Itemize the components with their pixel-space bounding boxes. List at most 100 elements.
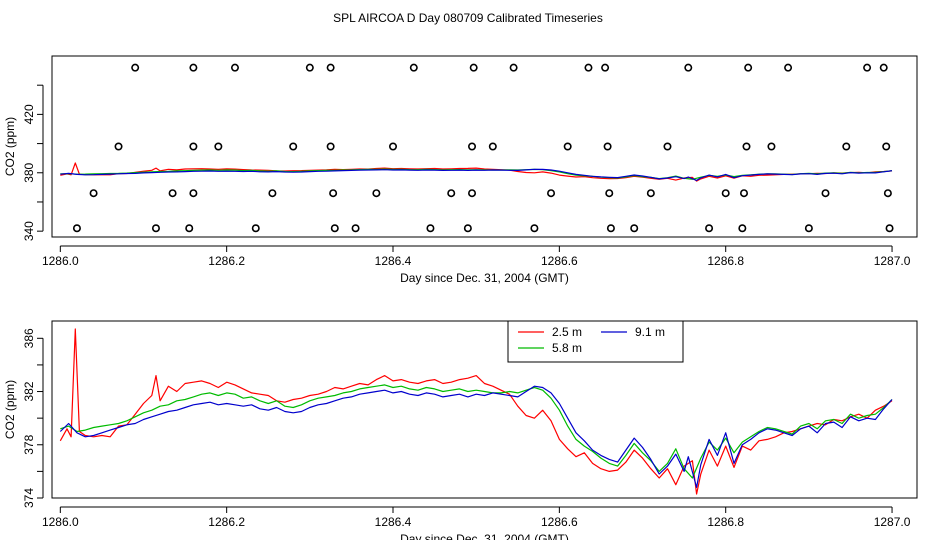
x-tick-label: 1287.0 [874,515,911,529]
calibration-point [784,63,793,72]
x-tick-label: 1286.6 [541,515,578,529]
calibration-point [584,63,593,72]
calibration-point [131,63,140,72]
y-tick-label: 382 [22,381,36,401]
calibration-point [463,224,472,233]
calibration-point [509,63,518,72]
calibration-point [739,189,748,198]
calibration-point [351,224,360,233]
series-line-2-5-m [59,328,893,495]
calibration-point [742,142,751,151]
calibration-point [705,224,714,233]
x-tick-label: 1286.2 [208,515,245,529]
calibration-point [885,224,894,233]
y-tick-label: 374 [22,488,36,508]
calibration-point [214,142,223,151]
x-tick-label: 1286.4 [375,515,412,529]
calibration-point [329,189,338,198]
x-tick-label: 1286.4 [375,254,412,268]
legend-label: 2.5 m [552,325,582,339]
y-tick-label: 420 [22,104,36,124]
calibration-point [883,189,892,198]
calibration-point [606,224,615,233]
x-tick-label: 1286.0 [42,515,79,529]
calibration-point [842,142,851,151]
panel-bottom-timeseries: 1286.0 1286.2 1286.4 1286.6 1286.8 1287.0 Day … [3,320,918,540]
series-line-5-8-m [60,384,893,479]
plot-frame [51,55,918,238]
calibration-point [447,189,456,198]
calibration-point [530,224,539,233]
calibration-point [605,189,614,198]
calibration-point [630,224,639,233]
calibration-point [326,63,335,72]
calibration-point [879,63,888,72]
calibration-point [863,63,872,72]
calibration-point [89,189,98,198]
data-area [60,162,893,182]
calibration-point [168,189,177,198]
panel-top-calibration: 1286.0 1286.2 1286.4 1286.6 1286.8 1287.0 Day … [3,55,918,285]
calibration-point [409,63,418,72]
calibration-point [305,63,314,72]
calibration-point [547,189,556,198]
calibration-point [330,224,339,233]
calibration-point [289,142,298,151]
calibration-point [767,142,776,151]
calibration-point [189,63,198,72]
y-axis-label: CO2 (ppm) [3,380,17,439]
calibration-point [185,224,194,233]
calibration-point [488,142,497,151]
calibration-point [326,142,335,151]
x-tick-label: 1286.0 [42,254,79,268]
calibration-point [603,142,612,151]
x-tick-label: 1287.0 [874,254,911,268]
x-axis-label: Day since Dec. 31, 2004 (GMT) [400,271,569,285]
calibration-point [251,224,260,233]
calibration-point [563,142,572,151]
x-tick-label: 1286.2 [208,254,245,268]
y-tick-label: 380 [22,162,36,182]
y-tick-label: 340 [22,221,36,241]
calibration-point [189,189,198,198]
legend: 2.5 m 5.8 m 9.1 m [507,320,684,363]
calibration-point [821,189,830,198]
calibration-point [882,142,891,151]
calibration-point [114,142,123,151]
series-line-9-1-m [59,385,893,488]
legend-box [507,320,684,363]
calibration-point [684,63,693,72]
calibration-point [721,189,730,198]
series-line-2-5-m [60,162,893,182]
calibration-point [72,224,81,233]
x-tick-label: 1286.8 [707,515,744,529]
legend-label: 9.1 m [635,325,665,339]
calibration-point [389,142,398,151]
calibration-point [189,142,198,151]
data-area [59,328,893,495]
y-tick-label: 378 [22,434,36,454]
calibration-point [268,189,277,198]
calibration-point [468,142,477,151]
figure-title: SPL AIRCOA D Day 080709 Calibrated Times… [333,11,603,25]
calibration-point [372,189,381,198]
calibration-point [468,189,477,198]
y-axis-label: CO2 (ppm) [3,117,17,176]
calibration-point [744,63,753,72]
legend-label: 5.8 m [552,341,582,355]
x-tick-label: 1286.6 [541,254,578,268]
y-tick-label: 386 [22,328,36,348]
calibration-point [469,63,478,72]
x-axis-label: Day since Dec. 31, 2004 (GMT) [400,532,569,540]
calibration-point [151,224,160,233]
calibration-point [230,63,239,72]
calibration-point [426,224,435,233]
x-tick-label: 1286.8 [707,254,744,268]
calibration-point [804,224,813,233]
series-line-9-1-m [60,168,893,181]
calibration-point [738,224,747,233]
calibration-point [663,142,672,151]
plot-frame [51,320,918,499]
calibration-point [646,189,655,198]
